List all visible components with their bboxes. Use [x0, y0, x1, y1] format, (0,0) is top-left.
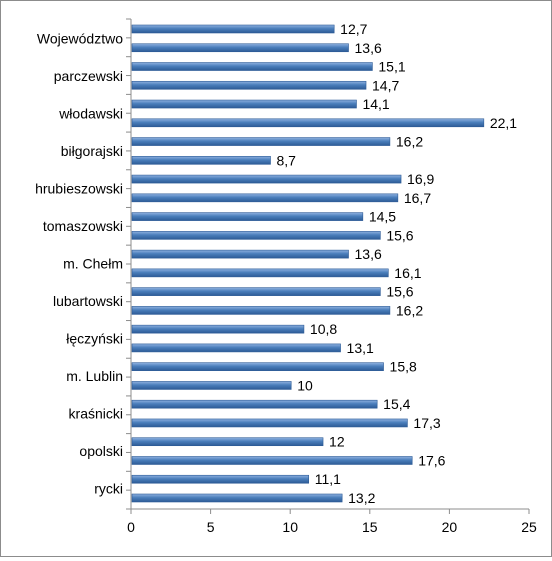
- bar: [131, 43, 349, 53]
- category-label: m. Chełm: [63, 256, 123, 272]
- bar: [131, 343, 341, 353]
- bar: [131, 118, 485, 128]
- category-label: biłgorajski: [61, 143, 123, 159]
- bar: [131, 137, 391, 146]
- labels-layer: 12,7 13,6 15,1 14,7 14,1 22,1 16,2 8,7 16,9 16,7 1…: [35, 21, 517, 506]
- bar: [131, 474, 310, 484]
- data-label: 16,2: [396, 302, 423, 318]
- data-label: 17,3: [413, 415, 440, 431]
- category-label: tomaszowski: [43, 218, 123, 234]
- data-label: 14,7: [372, 77, 399, 93]
- data-label: 15,1: [378, 59, 405, 75]
- bar: [131, 362, 384, 371]
- bar: [131, 306, 391, 315]
- bar: [131, 193, 399, 203]
- data-label: 11,1: [315, 471, 341, 487]
- x-tick-label: 10: [282, 519, 298, 535]
- data-label: 13,6: [355, 246, 382, 262]
- category-label: rycki: [94, 481, 123, 497]
- data-label: 22,1: [490, 115, 517, 131]
- bar: [131, 399, 378, 409]
- data-label: 15,4: [383, 396, 410, 412]
- category-label: m. Lublin: [66, 368, 123, 384]
- bar: [131, 80, 367, 90]
- bar: [131, 24, 335, 34]
- data-label: 14,1: [362, 96, 389, 112]
- data-label: 16,2: [396, 134, 423, 150]
- bar: [131, 287, 381, 296]
- bar: [131, 456, 413, 465]
- bar: [131, 249, 349, 259]
- bar: [131, 493, 343, 503]
- bar: [131, 268, 389, 278]
- data-label: 16,7: [404, 190, 431, 206]
- bars-layer: [131, 24, 485, 503]
- x-tick-label: 0: [127, 519, 135, 535]
- x-tick-label: 5: [207, 519, 215, 535]
- data-label: 12,7: [340, 21, 367, 37]
- x-tick-label: 20: [442, 519, 458, 535]
- category-label: Województwo: [37, 30, 123, 46]
- x-tick-label: 15: [362, 519, 378, 535]
- bar: [131, 99, 357, 109]
- category-label: parczewski: [54, 68, 123, 84]
- bar: [131, 324, 305, 334]
- data-label: 10,8: [310, 321, 337, 337]
- category-label: włodawski: [58, 105, 123, 121]
- bar: [131, 212, 364, 221]
- data-label: 8,7: [277, 152, 297, 168]
- bar: [131, 418, 408, 428]
- axis-layer: 0 5 10 15 20 25: [126, 18, 537, 535]
- data-label: 12: [329, 434, 345, 450]
- data-label: 14,5: [369, 209, 396, 225]
- category-label: kraśnicki: [69, 406, 123, 422]
- category-label: opolski: [79, 443, 123, 459]
- x-tick-label: 25: [521, 519, 537, 535]
- data-label: 16,9: [407, 171, 434, 187]
- bar: [131, 62, 373, 71]
- bar: [131, 437, 324, 447]
- bar: [131, 174, 402, 184]
- category-label: lubartowski: [53, 293, 123, 309]
- data-label: 15,6: [386, 284, 413, 300]
- data-label: 15,8: [390, 359, 417, 375]
- bar: [131, 156, 271, 165]
- bar: [131, 381, 292, 390]
- data-label: 10: [297, 377, 313, 393]
- data-label: 17,6: [418, 452, 445, 468]
- category-label: łęczyński: [66, 331, 123, 347]
- data-label: 13,6: [355, 40, 382, 56]
- bar: [131, 231, 381, 240]
- data-label: 15,6: [386, 227, 413, 243]
- data-label: 13,1: [347, 340, 374, 356]
- data-label: 13,2: [348, 490, 375, 506]
- category-label: hrubieszowski: [35, 180, 123, 196]
- data-label: 16,1: [394, 265, 421, 281]
